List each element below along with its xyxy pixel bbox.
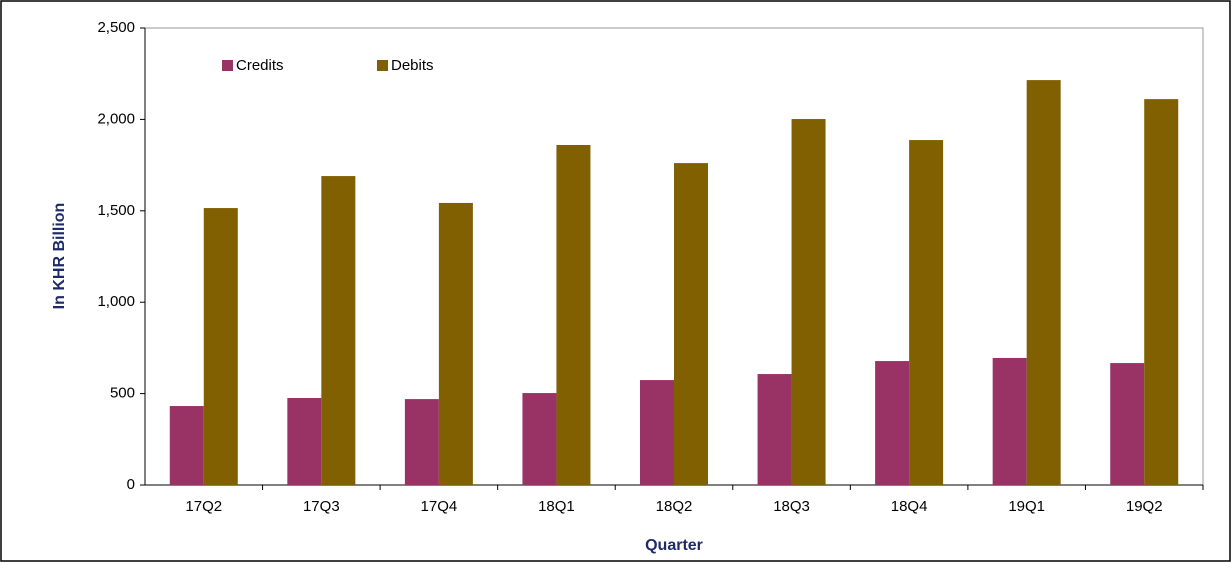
x-tick-label: 17Q2 (185, 498, 222, 515)
bar (791, 119, 826, 486)
x-axis-title: Quarter (645, 537, 703, 554)
bar (169, 406, 204, 485)
x-tick-label: 18Q3 (773, 498, 810, 515)
bar (404, 399, 439, 485)
bar (757, 374, 792, 485)
y-tick-label: 1,500 (97, 202, 135, 219)
bar (992, 357, 1027, 485)
bar (674, 163, 708, 485)
y-axis-title: In KHR Billion (51, 203, 68, 310)
bar (287, 397, 322, 485)
legend-label: Debits (391, 57, 434, 74)
bar (522, 393, 557, 485)
y-tick-label: 1,000 (97, 293, 135, 310)
bar (875, 361, 910, 485)
bar (321, 176, 356, 485)
x-tick-label: 18Q1 (538, 498, 575, 515)
bar (203, 208, 238, 486)
bar (556, 144, 591, 485)
legend-swatch (222, 60, 233, 71)
legend-label: Credits (236, 57, 284, 74)
y-tick-label: 500 (110, 385, 135, 402)
bar (1026, 80, 1061, 486)
x-tick-label: 18Q4 (891, 498, 928, 515)
x-tick-label: 19Q1 (1008, 498, 1045, 515)
x-tick-label: 17Q4 (421, 498, 458, 515)
y-tick-label: 2,500 (97, 19, 135, 36)
x-tick-label: 19Q2 (1126, 498, 1163, 515)
bar (438, 202, 473, 485)
bar (1110, 363, 1145, 485)
bar (640, 380, 674, 485)
x-tick-label: 18Q2 (656, 498, 693, 515)
legend-swatch (377, 60, 388, 71)
y-tick-label: 0 (127, 476, 135, 493)
y-tick-label: 2,000 (97, 110, 135, 127)
bar (909, 140, 944, 485)
x-tick-label: 17Q3 (303, 498, 340, 515)
bar (1144, 99, 1179, 486)
